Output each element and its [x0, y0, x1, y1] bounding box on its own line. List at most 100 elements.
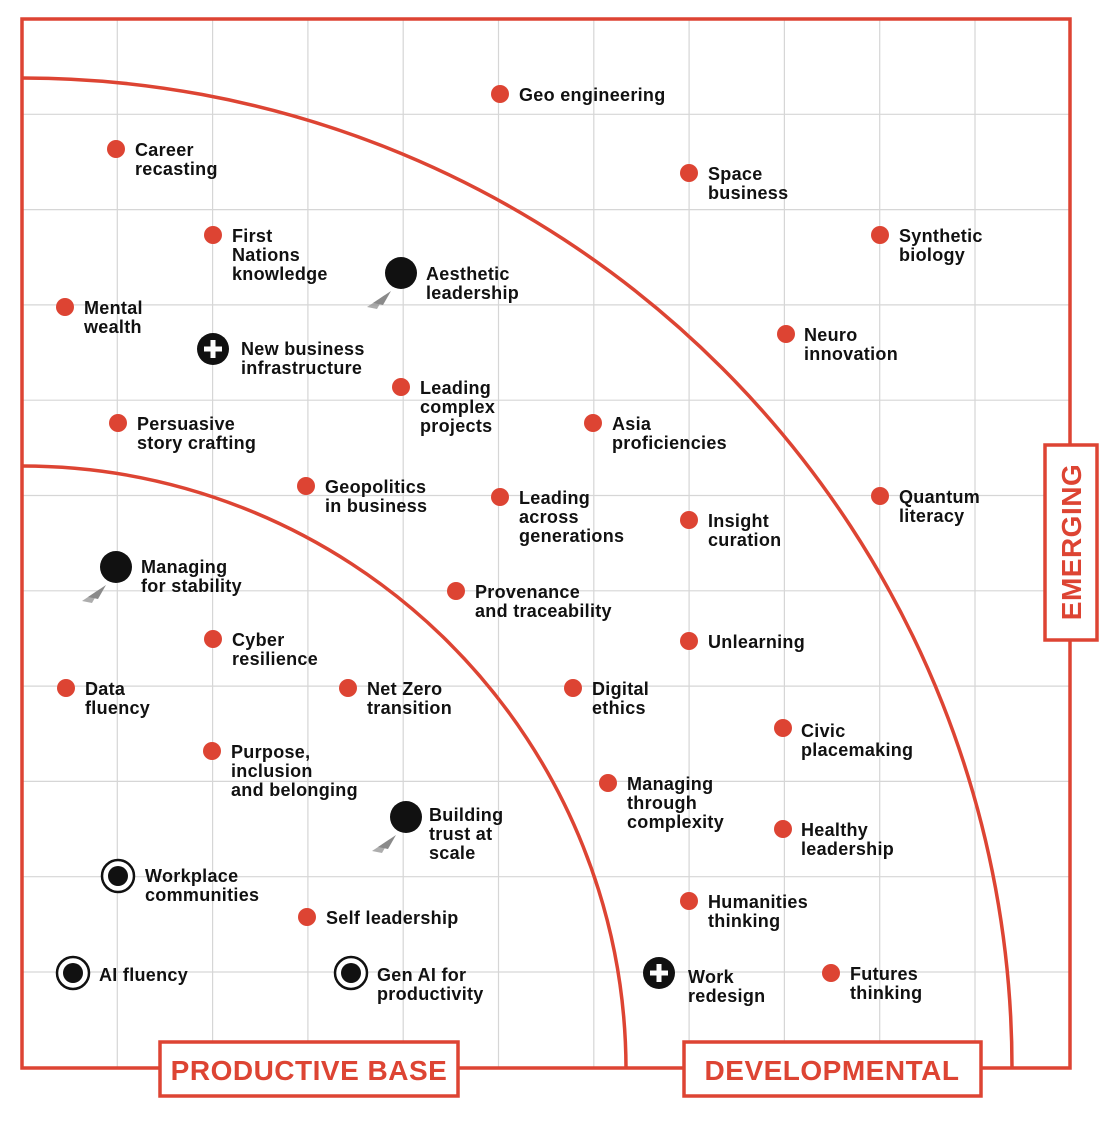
zone-box-productive-base [158, 1040, 460, 1098]
skill-dot-marker [599, 774, 617, 792]
skill-dot-marker [56, 298, 74, 316]
skill-label-line: Nations [232, 245, 300, 265]
skill-label-line: Work [688, 967, 735, 987]
skill-dot-marker [204, 630, 222, 648]
skill-label-line: placemaking [801, 740, 913, 760]
skill-geopolitics-in-business: Geopolitics in business [297, 477, 427, 516]
skill-dot-marker [204, 226, 222, 244]
skill-leading-across-generations: Leading across generations [491, 488, 624, 546]
skill-label: Aesthetic leadership [426, 264, 519, 303]
skill-label: Mental wealth [83, 298, 143, 337]
skill-label-line: Aesthetic [426, 264, 510, 284]
skill-net-zero-transition: Net Zero transition [339, 679, 452, 718]
skill-label-line: and belonging [231, 780, 358, 800]
skill-label-line: transition [367, 698, 452, 718]
trend-arrow-icon [82, 589, 100, 603]
skill-label-line: Data [85, 679, 126, 699]
skill-label-line: leadership [801, 839, 894, 859]
zone-developmental: DEVELOPMENTAL [682, 1040, 983, 1098]
skill-label: Humanities thinking [708, 892, 808, 931]
skill-dot-marker [777, 325, 795, 343]
skill-label-line: Civic [801, 721, 846, 741]
skill-label-line: thinking [708, 911, 780, 931]
skill-label-line: business [708, 183, 788, 203]
skill-dot-marker [392, 378, 410, 396]
skill-civic-placemaking: Civic placemaking [774, 719, 913, 760]
skill-label-line: Quantum [899, 487, 980, 507]
skill-label-line: Leading [420, 378, 491, 398]
skill-dot-marker [871, 226, 889, 244]
ring-center-icon [108, 866, 128, 886]
skill-geo-engineering: Geo engineering [491, 85, 666, 105]
skill-label: First Nations knowledge [232, 226, 328, 284]
outer-arc [21, 76, 1014, 1069]
skill-persuasive-story-crafting: Persuasive story crafting [109, 414, 256, 453]
skill-leading-complex-projects: Leading complex projects [392, 378, 495, 436]
skill-dot-marker [298, 908, 316, 926]
skill-dot-marker [447, 582, 465, 600]
skill-label-line: Cyber [232, 630, 285, 650]
skill-label: Unlearning [708, 632, 805, 652]
skill-label: Workplace communities [145, 866, 259, 905]
skill-label-line: Purpose, [231, 742, 310, 762]
skill-label-line: across [519, 507, 579, 527]
skill-work-redesign: Work redesign [643, 957, 765, 1006]
skill-dot-marker [774, 719, 792, 737]
skill-aesthetic-leadership: Aesthetic leadership [367, 257, 519, 309]
skill-dot-marker [57, 679, 75, 697]
skill-dot-marker [680, 164, 698, 182]
skill-label-line: knowledge [232, 264, 328, 284]
skill-label-line: trust at [429, 824, 492, 844]
skill-label: Asia proficiencies [612, 414, 727, 453]
zone-label-developmental: DEVELOPMENTAL [705, 1055, 960, 1086]
skill-label-line: in business [325, 496, 427, 516]
skill-managing-for-stability: Managing for stability [82, 551, 242, 603]
skill-label-line: resilience [232, 649, 318, 669]
skill-label: Work redesign [688, 967, 765, 1006]
skill-futures-thinking: Futures thinking [822, 964, 922, 1003]
zone-label-productive-base: PRODUCTIVE BASE [171, 1055, 448, 1086]
skill-label-line: redesign [688, 986, 765, 1006]
skill-label: Data fluency [85, 679, 150, 718]
skill-label-line: Net Zero [367, 679, 442, 699]
skill-big-dot-marker [100, 551, 132, 583]
skill-humanities-thinking: Humanities thinking [680, 892, 808, 931]
skill-label-line: Digital [592, 679, 649, 699]
skill-label: Geo engineering [519, 85, 666, 105]
skill-dot-marker [680, 632, 698, 650]
skill-label: Self leadership [326, 908, 459, 928]
zone-box-emerging [1043, 443, 1099, 642]
skill-label: Purpose, inclusion and belonging [231, 742, 358, 800]
zone-box-developmental [682, 1040, 983, 1098]
skill-label: Gen AI for productivity [377, 965, 484, 1004]
skill-label: Managing through complexity [627, 774, 724, 832]
skill-dot-marker [871, 487, 889, 505]
skill-label: Insight curation [708, 511, 781, 550]
skill-label-line: productivity [377, 984, 484, 1004]
skill-label: Leading across generations [519, 488, 624, 546]
skill-label-line: Insight [708, 511, 769, 531]
skill-dot-marker [564, 679, 582, 697]
skill-building-trust-at-scale: Building trust at scale [372, 801, 503, 863]
trend-arrow-icon [372, 839, 390, 853]
skill-label-line: Synthetic [899, 226, 983, 246]
skill-career-recasting: Career recasting [107, 140, 217, 179]
skill-label-line: biology [899, 245, 965, 265]
skill-dot-marker [109, 414, 127, 432]
skill-label-line: Healthy [801, 820, 868, 840]
skill-label-line: wealth [83, 317, 142, 337]
skill-label: Building trust at scale [429, 805, 503, 863]
skill-dot-marker [680, 892, 698, 910]
skill-dot-marker [203, 742, 221, 760]
skill-dot-marker [491, 488, 509, 506]
skill-label: Civic placemaking [801, 721, 913, 760]
skill-label-line: Building [429, 805, 503, 825]
skill-label-line: Workplace [145, 866, 238, 886]
skill-label-line: leadership [426, 283, 519, 303]
skill-label-line: Self leadership [326, 908, 459, 928]
skill-label-line: and traceability [475, 601, 612, 621]
skill-label: Provenance and traceability [475, 582, 612, 621]
skill-label-line: innovation [804, 344, 898, 364]
skill-label-line: Space [708, 164, 763, 184]
